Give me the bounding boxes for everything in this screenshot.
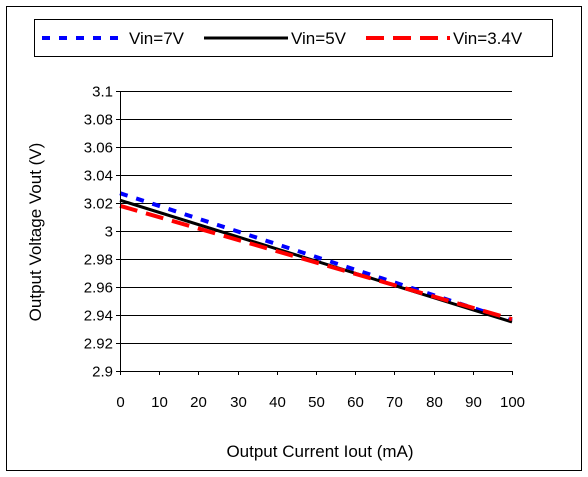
x-tick-label: 80 (426, 394, 443, 411)
legend: Vin=7V Vin=5V Vin=3.4V (34, 19, 553, 57)
y-axis-title: Output Voltage Vout (V) (26, 143, 45, 322)
legend-border (34, 19, 553, 57)
x-tick-label: 10 (151, 394, 168, 411)
y-tick-label: 2.92 (84, 336, 113, 353)
y-tick-label: 2.94 (84, 308, 113, 325)
y-axis-ticks: 2.9 2.92 2.94 2.96 2.98 3 3.02 3.04 3.06 3.08 3.1 (84, 84, 120, 381)
legend-label-0: Vin=7V (129, 29, 185, 48)
x-tick-label: 40 (269, 394, 286, 411)
y-tick-label: 3.1 (92, 84, 113, 101)
legend-label-2: Vin=3.4V (453, 29, 523, 48)
y-tick-label: 2.9 (92, 364, 113, 381)
y-tick-label: 3.08 (84, 112, 113, 129)
y-tick-label: 2.96 (84, 280, 113, 297)
x-tick-label: 50 (308, 394, 325, 411)
y-tick-label: 3.04 (84, 168, 113, 185)
legend-label-1: Vin=5V (291, 29, 347, 48)
x-tick-label: 20 (190, 394, 207, 411)
y-tick-label: 3.06 (84, 140, 113, 157)
x-tick-label: 70 (386, 394, 403, 411)
plot-area: 2.92.922.942.962.9833.023.043.063.083.1 … (84, 84, 525, 412)
x-tick-label: 60 (347, 394, 364, 411)
gridlines (120, 91, 512, 372)
y-tick-label: 3.02 (84, 196, 113, 213)
y-tick-label: 3 (105, 224, 113, 241)
y-tick-label: 2.98 (84, 252, 113, 269)
x-axis-title: Output Current Iout (mA) (226, 442, 413, 461)
x-tick-label: 100 (500, 394, 525, 411)
x-tick-label: 0 (116, 394, 124, 411)
x-axis-ticks: 0 10 20 30 40 50 60 70 80 90 100 (116, 371, 525, 411)
series-layer (119, 191, 513, 324)
x-tick-label: 30 (230, 394, 247, 411)
x-tick-label: 90 (465, 394, 482, 411)
series-line-2 (119, 203, 513, 322)
chart-border (6, 6, 582, 471)
